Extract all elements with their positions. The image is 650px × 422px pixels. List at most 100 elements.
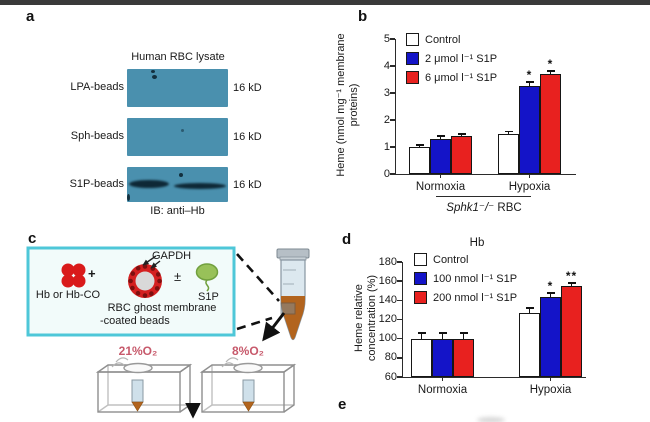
bead-caption-line1: RBC ghost membrane (107, 302, 217, 314)
bar (411, 338, 432, 377)
panel-label-b: b (358, 8, 368, 25)
y-tick-label: 4 (383, 59, 390, 72)
group-annotation-rest: RBC (494, 202, 522, 214)
significance-marker: * (547, 56, 554, 71)
blot-speck (151, 70, 155, 73)
error-bar-cap (415, 144, 424, 146)
y-tick-label: 3 (383, 86, 390, 99)
blot-row-label: Sph-beads (70, 130, 124, 142)
bar (409, 147, 430, 174)
x-tick-mark (528, 174, 531, 178)
s1p-molecule-icon (195, 263, 219, 292)
hypoxia-chamber-icon (199, 357, 297, 413)
centrifuge-tube-icon (276, 248, 310, 341)
top-border-bar (0, 0, 650, 5)
x-tick-mark (441, 377, 444, 381)
error-bar-cap (525, 307, 534, 309)
y-tick-label: 80 (384, 351, 397, 364)
significance-marker: * (526, 68, 533, 83)
y-tick-label: 0 (383, 167, 390, 180)
error-bar-cap (525, 81, 534, 84)
error-bar (441, 333, 444, 339)
chart-legend-b: Control 2 μmol l⁻¹ S1P 6 μmol l⁻¹ S1P (406, 30, 497, 87)
bar (451, 136, 472, 174)
hypoxia-oxygen-label: 8%O₂ (231, 344, 264, 358)
error-bar (549, 293, 552, 298)
y-tick-label: 160 (378, 274, 397, 287)
error-bar-cap (438, 332, 447, 334)
blot-title: Human RBC lysate (131, 51, 225, 63)
y-tick-mark (397, 318, 402, 321)
error-bar (460, 134, 463, 137)
bar (519, 86, 540, 174)
legend-item: 100 nmol l⁻¹ S1P (414, 269, 517, 288)
legend-item: Control (406, 30, 497, 49)
legend-swatch (414, 253, 427, 266)
group-annotation: Sphk1⁻/⁻ RBC (404, 200, 564, 214)
blot-speck (179, 173, 183, 177)
panel-label-d: d (342, 231, 352, 248)
legend-swatch (406, 52, 419, 65)
error-bar (549, 71, 552, 75)
normoxia-oxygen-label: 21%O₂ (118, 344, 158, 358)
y-tick-label: 5 (383, 32, 390, 45)
error-bar-cap (567, 282, 576, 285)
legend-label: Control (425, 33, 461, 46)
legend-label: 6 μmol l⁻¹ S1P (425, 72, 498, 84)
normoxia-chamber-icon (95, 357, 193, 413)
hb-tetramer-icon (61, 263, 86, 288)
panel-label-c: c (28, 230, 37, 247)
legend-swatch (406, 33, 419, 46)
x-tick-mark (549, 377, 552, 381)
bar (432, 338, 453, 377)
y-tick-mark (397, 280, 402, 282)
bar (498, 133, 519, 174)
molecular-weight-marker: 16 kD (233, 82, 262, 94)
western-blot-s1p (127, 167, 228, 202)
category-label: Hypoxia (529, 384, 572, 396)
error-bar (507, 132, 510, 134)
y-tick-label: 180 (378, 255, 397, 268)
legend-swatch (414, 291, 427, 304)
molecular-weight-marker: 16 kD (233, 179, 262, 191)
bar (519, 312, 540, 377)
y-tick-mark (390, 173, 395, 175)
bead-caption-line2: -coated beads (100, 315, 170, 327)
molecular-weight-marker: 16 kD (233, 131, 262, 143)
gapdh-arrows (142, 255, 161, 269)
magnification-lines (236, 253, 286, 342)
category-label: Normoxia (417, 384, 468, 396)
y-tick-label: 120 (378, 313, 397, 325)
blot-speck (181, 129, 184, 132)
y-tick-mark (397, 357, 402, 359)
y-tick-mark (397, 299, 402, 302)
legend-item: Control (414, 250, 517, 269)
legend-swatch (414, 272, 427, 285)
bar (540, 297, 561, 377)
x-tick-mark (439, 174, 442, 178)
bar (540, 74, 561, 174)
membrane-coated-bead-icon (128, 264, 162, 298)
category-label: Normoxia (415, 181, 466, 193)
error-bar-cap (417, 332, 426, 334)
error-bar-cap (436, 135, 445, 137)
significance-marker: * (547, 278, 554, 293)
bar (430, 138, 451, 174)
blot-row-label: S1P-beads (69, 178, 124, 190)
error-bar-cap (504, 130, 513, 133)
significance-marker: ** (565, 269, 578, 284)
y-tick-mark (397, 337, 402, 340)
blot-caption: IB: anti–Hb (150, 205, 205, 217)
inset-box (26, 246, 236, 337)
error-bar (528, 308, 531, 313)
plus-minus-sign: ± (174, 269, 182, 284)
y-tick-label: 140 (378, 293, 397, 306)
panel-label-e: e (338, 396, 347, 413)
error-bar (570, 284, 573, 286)
legend-label: 2 μmol l⁻¹ S1P (425, 53, 498, 65)
y-axis-label-d: Heme relative concentration (%) (353, 274, 378, 362)
chart-legend-d: Control 100 nmol l⁻¹ S1P 200 nmol l⁻¹ S1P (414, 250, 517, 307)
error-bar (462, 333, 465, 339)
y-tick-label: 1 (383, 140, 390, 153)
